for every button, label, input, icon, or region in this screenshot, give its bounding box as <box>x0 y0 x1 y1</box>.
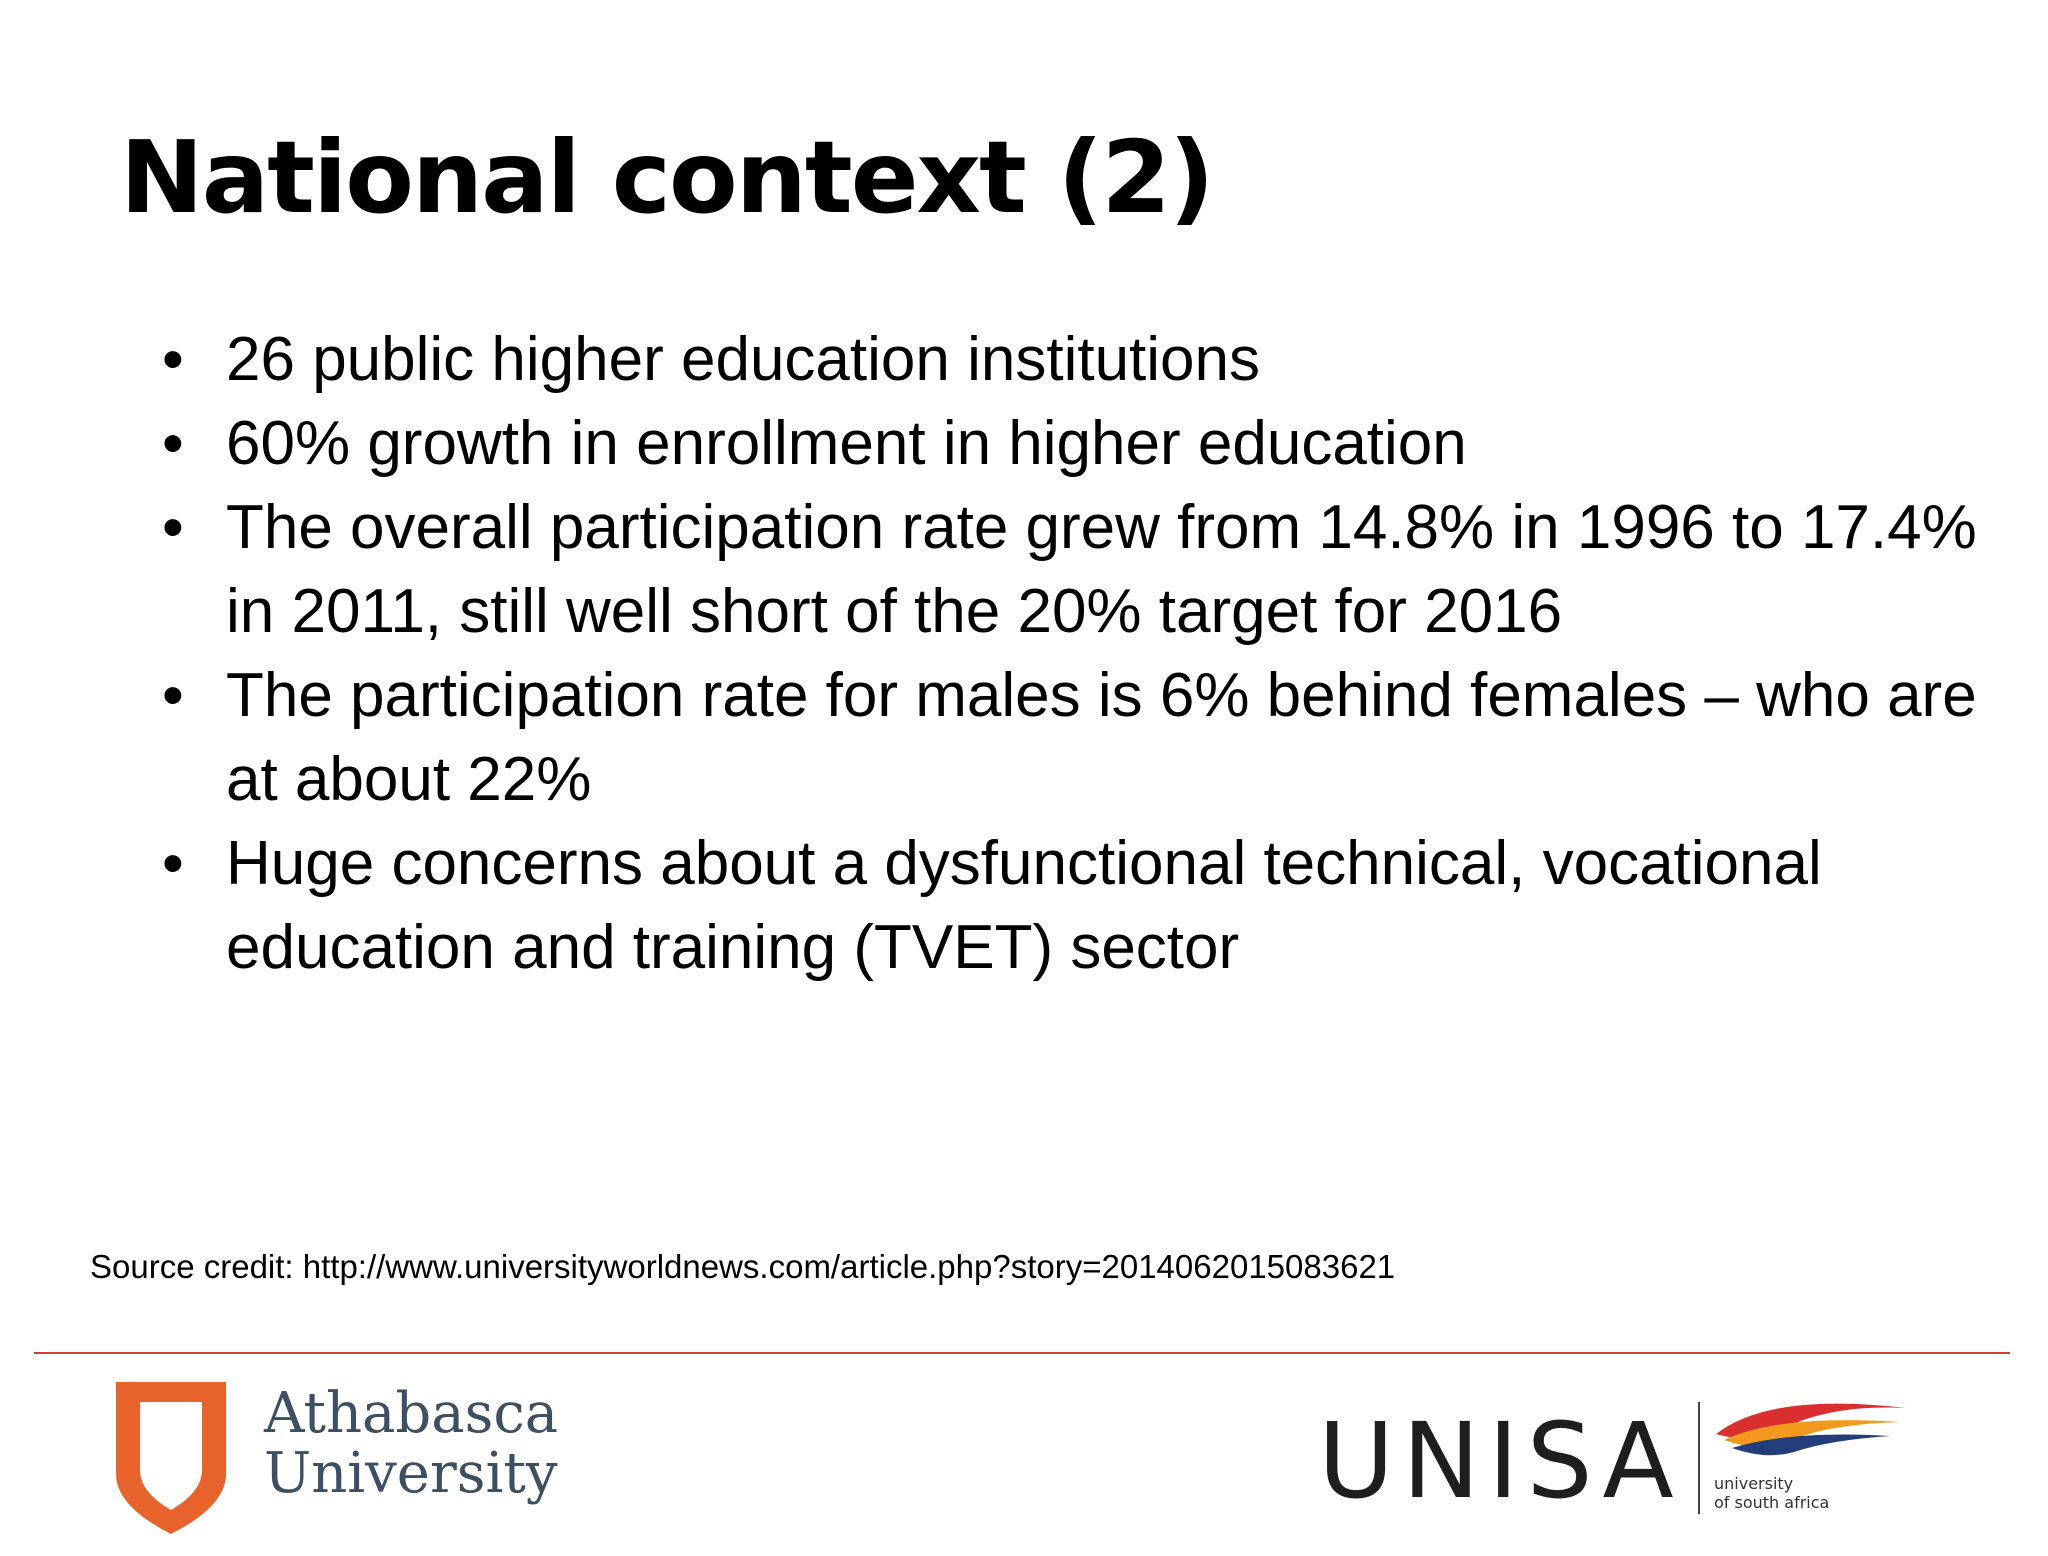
athabasca-wordmark-line1: Athabasca <box>264 1381 559 1446</box>
bullet-icon: • <box>162 829 184 898</box>
bullet-text: The participation rate for males is 6% b… <box>226 661 1977 814</box>
athabasca-shield-icon <box>116 1382 226 1534</box>
bullet-icon: • <box>162 409 184 478</box>
unisa-swoosh-icon <box>1716 1403 1906 1456</box>
unisa-tagline: university of south africa <box>1714 1474 1829 1512</box>
athabasca-university-logo: Athabasca University <box>112 1372 632 1542</box>
unisa-divider <box>1698 1402 1700 1514</box>
bullet-text: Huge concerns about a dysfunctional tech… <box>226 829 1822 982</box>
bullet-item: • 26 public higher education institution… <box>162 318 1982 402</box>
unisa-tagline-line1: university <box>1714 1474 1794 1493</box>
slide-title: National context (2) <box>120 119 1215 236</box>
bullet-icon: • <box>162 661 184 730</box>
unisa-logo: UNISA university of south africa <box>1318 1390 1918 1530</box>
bullet-item: • The participation rate for males is 6%… <box>162 654 1982 822</box>
unisa-wordmark: UNISA <box>1318 1400 1682 1522</box>
bullet-text: 60% growth in enrollment in higher educa… <box>226 409 1467 478</box>
footer-divider <box>34 1352 2010 1354</box>
athabasca-wordmark: Athabasca University <box>264 1384 558 1504</box>
bullet-text: The overall participation rate grew from… <box>226 493 1977 646</box>
bullet-text: 26 public higher education institutions <box>226 325 1261 394</box>
bullet-icon: • <box>162 325 184 394</box>
bullet-item: • Huge concerns about a dysfunctional te… <box>162 822 1982 990</box>
bullet-item: • 60% growth in enrollment in higher edu… <box>162 402 1982 486</box>
unisa-tagline-line2: of south africa <box>1714 1493 1830 1512</box>
bullet-list: • 26 public higher education institution… <box>162 318 1982 990</box>
source-credit: Source credit: http://www.universityworl… <box>90 1248 1396 1285</box>
athabasca-wordmark-line2: University <box>264 1441 558 1506</box>
bullet-icon: • <box>162 493 184 562</box>
bullet-item: • The overall participation rate grew fr… <box>162 486 1982 654</box>
